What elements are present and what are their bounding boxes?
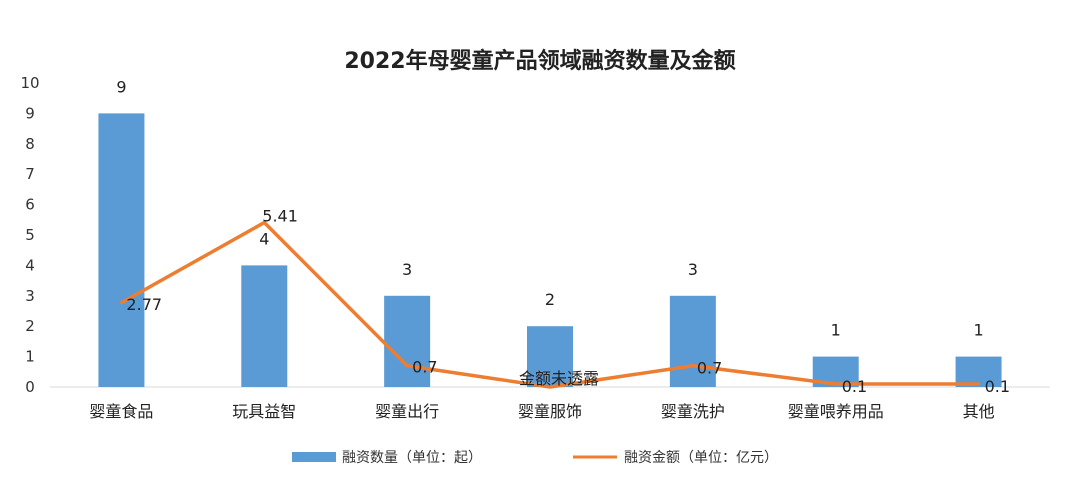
x-category-label: 婴童喂养用品 <box>788 402 884 421</box>
bar-value-label: 4 <box>259 229 269 248</box>
bar-value-label: 3 <box>688 260 698 279</box>
legend-label-line: 融资金额（单位：亿元） <box>624 450 778 466</box>
line-point <box>548 385 552 389</box>
y-tick-label: 9 <box>25 104 35 122</box>
bar <box>955 356 1002 387</box>
bar-series <box>98 113 1002 388</box>
line-point <box>405 364 409 368</box>
bar-value-label: 1 <box>973 321 983 340</box>
bar-value-label: 2 <box>545 290 555 309</box>
bar-value-label: 3 <box>402 260 412 279</box>
y-tick-label: 7 <box>25 165 35 183</box>
bar-value-label: 9 <box>116 77 126 96</box>
x-category-label: 婴童出行 <box>375 402 439 421</box>
legend-label-bar: 融资数量（单位：起） <box>342 450 482 466</box>
y-axis: 0 1 2 3 4 5 6 7 8 9 10 <box>20 74 39 396</box>
bar-data-labels: 9 4 3 2 3 1 1 <box>116 77 983 339</box>
y-tick-label: 6 <box>25 196 35 214</box>
line-value-label: 2.77 <box>126 295 162 314</box>
line-value-label: 0.7 <box>412 358 437 377</box>
line-series <box>119 220 981 389</box>
line-value-label: 金额未透露 <box>519 369 599 388</box>
x-category-label: 婴童洗护 <box>661 402 725 421</box>
x-category-label: 玩具益智 <box>232 402 296 421</box>
bar <box>384 295 431 387</box>
y-tick-label: 1 <box>25 348 35 366</box>
y-tick-label: 8 <box>25 135 35 153</box>
y-tick-label: 10 <box>20 74 39 92</box>
x-axis: 婴童食品 玩具益智 婴童出行 婴童服饰 婴童洗护 婴童喂养用品 其他 <box>89 402 994 421</box>
line-value-label: 0.1 <box>985 377 1010 396</box>
line-point <box>834 382 838 386</box>
y-tick-label: 2 <box>25 317 35 335</box>
bar <box>527 326 573 387</box>
x-category-label: 其他 <box>963 402 995 421</box>
legend: 融资数量（单位：起） 融资金额（单位：亿元） <box>292 450 778 466</box>
bar-value-label: 1 <box>831 321 841 340</box>
line-point <box>262 221 266 225</box>
line-point <box>977 382 981 386</box>
legend-swatch-bar <box>292 452 336 462</box>
bar <box>241 265 288 387</box>
bar <box>98 113 145 388</box>
y-tick-label: 0 <box>25 378 35 396</box>
chart-title: 2022年母婴童产品领域融资数量及金额 <box>344 48 735 74</box>
line-data-labels: 2.77 5.41 0.7 金额未透露 0.7 0.1 0.1 <box>126 207 1010 396</box>
x-category-label: 婴童服饰 <box>518 402 582 421</box>
line-point <box>119 301 123 305</box>
line-point <box>691 364 695 368</box>
y-tick-label: 4 <box>25 256 35 274</box>
line-value-label: 5.41 <box>262 207 298 226</box>
y-tick-label: 3 <box>25 287 35 305</box>
bar <box>669 295 716 387</box>
x-category-label: 婴童食品 <box>89 402 153 421</box>
y-tick-label: 5 <box>25 226 35 244</box>
line-value-label: 0.7 <box>697 359 722 378</box>
line-value-label: 0.1 <box>842 377 867 396</box>
